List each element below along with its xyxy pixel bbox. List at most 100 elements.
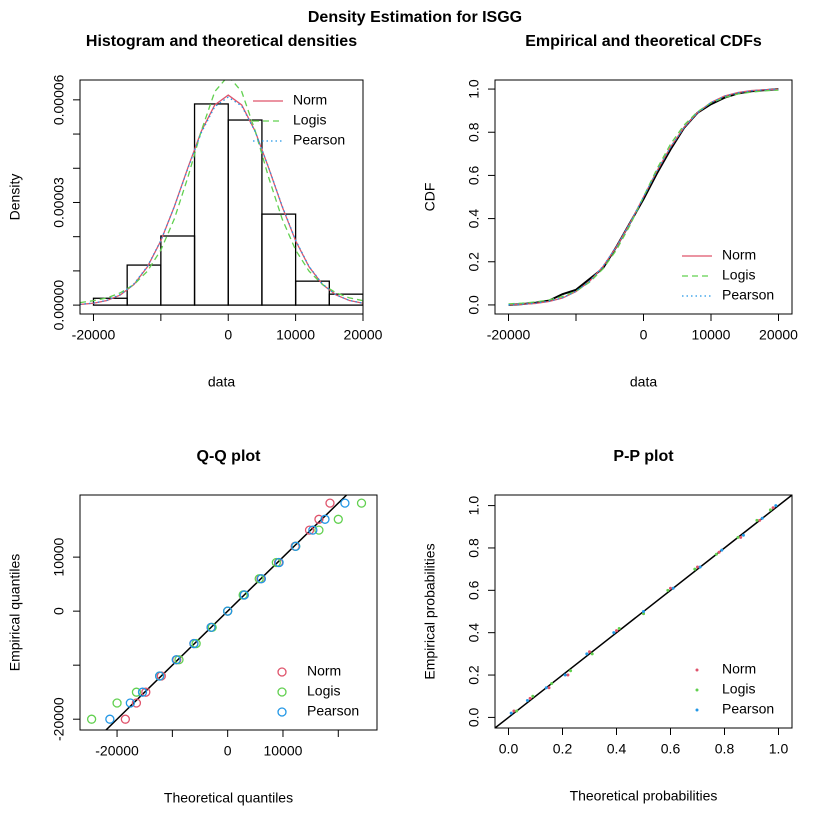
- point: [642, 612, 645, 616]
- point: [774, 504, 778, 508]
- plot-box: [79, 79, 364, 315]
- x-tick-label: 10000: [692, 327, 731, 343]
- x-tick-label: 0: [640, 327, 648, 343]
- y-tick-label: 0.8: [466, 122, 482, 142]
- panel-title: Q-Q plot: [197, 448, 262, 465]
- point: [274, 557, 284, 568]
- y-axis-label: Density: [7, 174, 23, 221]
- legend-label: Pearson: [293, 132, 345, 148]
- y-tick-label: 0.6: [466, 580, 482, 600]
- x-tick-label: 0: [224, 327, 232, 343]
- plot-area: [508, 88, 779, 306]
- y-axis-label: CDF: [422, 183, 438, 212]
- point: [760, 516, 764, 520]
- point: [547, 686, 551, 690]
- y-tick-label: 0.00006: [51, 74, 67, 125]
- point: [714, 552, 718, 556]
- point: [86, 714, 97, 724]
- y-tick-label: 0.4: [466, 209, 482, 229]
- y-tick-label: 0: [51, 607, 67, 615]
- y-tick-label: 0.2: [466, 665, 482, 685]
- point: [544, 686, 548, 690]
- point: [509, 711, 513, 715]
- point: [171, 655, 181, 665]
- point: [189, 638, 199, 649]
- legend-marker: [695, 688, 699, 692]
- legend-label: Pearson: [722, 287, 774, 303]
- point: [105, 714, 115, 724]
- point: [615, 629, 618, 633]
- legend-label: Norm: [722, 247, 756, 263]
- x-tick-label: 0.4: [607, 741, 627, 757]
- point: [137, 687, 148, 697]
- point: [566, 673, 570, 677]
- point: [642, 610, 645, 613]
- series-line: [80, 96, 363, 306]
- x-tick-label: 0: [224, 743, 232, 759]
- point: [141, 687, 151, 697]
- point: [671, 586, 675, 590]
- panel-title: P-P plot: [613, 448, 674, 465]
- point: [174, 655, 184, 665]
- point: [314, 514, 324, 524]
- point: [693, 567, 697, 571]
- point: [239, 590, 249, 600]
- point: [531, 694, 535, 698]
- point: [304, 525, 315, 535]
- point: [550, 682, 554, 686]
- y-tick-label: -20000: [51, 697, 67, 741]
- point: [617, 626, 621, 630]
- point: [320, 514, 330, 524]
- point: [112, 698, 122, 708]
- x-tick-label: 0.6: [661, 741, 681, 757]
- point: [768, 508, 772, 512]
- histogram-bar: [294, 280, 330, 306]
- point: [720, 548, 724, 552]
- point: [131, 698, 142, 708]
- point: [528, 696, 532, 700]
- histogram-bar: [261, 213, 297, 306]
- point: [736, 535, 740, 539]
- series-line: [508, 89, 779, 305]
- plot-area: [86, 495, 367, 730]
- y-tick-label: 0.8: [466, 538, 482, 558]
- point: [739, 535, 743, 539]
- plot-area: [80, 80, 363, 306]
- point: [590, 652, 594, 656]
- legend-label: Pearson: [307, 703, 359, 719]
- point: [563, 673, 567, 677]
- point: [669, 586, 672, 590]
- point: [131, 687, 142, 697]
- point: [512, 709, 516, 713]
- plot-box: [494, 79, 793, 315]
- x-axis-label: Theoretical quantiles: [164, 790, 293, 806]
- legend-marker: [695, 708, 699, 712]
- series-line: [508, 88, 779, 306]
- x-tick-label: 1.0: [769, 741, 789, 757]
- legend-label: Logis: [722, 681, 755, 697]
- legend-label: Pearson: [722, 701, 774, 717]
- y-tick-label: 10000: [51, 537, 67, 576]
- x-tick-label: 0.2: [553, 741, 573, 757]
- plot-box: [494, 494, 793, 729]
- figure-title: Density Estimation for ISGG: [308, 9, 522, 26]
- panel-title: Empirical and theoretical CDFs: [525, 33, 762, 50]
- y-tick-label: 0.2: [466, 252, 482, 272]
- y-tick-label: 0.4: [466, 623, 482, 643]
- histogram-bar: [160, 235, 196, 306]
- point: [666, 588, 670, 592]
- x-tick-label: 0.8: [715, 741, 735, 757]
- x-tick-label: 20000: [759, 327, 798, 343]
- legend-marker: [277, 687, 287, 697]
- point: [223, 606, 233, 616]
- x-tick-label: 0.0: [499, 741, 519, 757]
- plot-area: [495, 495, 792, 728]
- y-tick-label: 1.0: [466, 496, 482, 516]
- legend-label: Logis: [722, 267, 755, 283]
- x-tick-label: 20000: [344, 327, 383, 343]
- point: [340, 498, 350, 508]
- point: [585, 652, 589, 656]
- x-tick-label: -20000: [487, 327, 531, 343]
- legend-label: Norm: [293, 92, 327, 108]
